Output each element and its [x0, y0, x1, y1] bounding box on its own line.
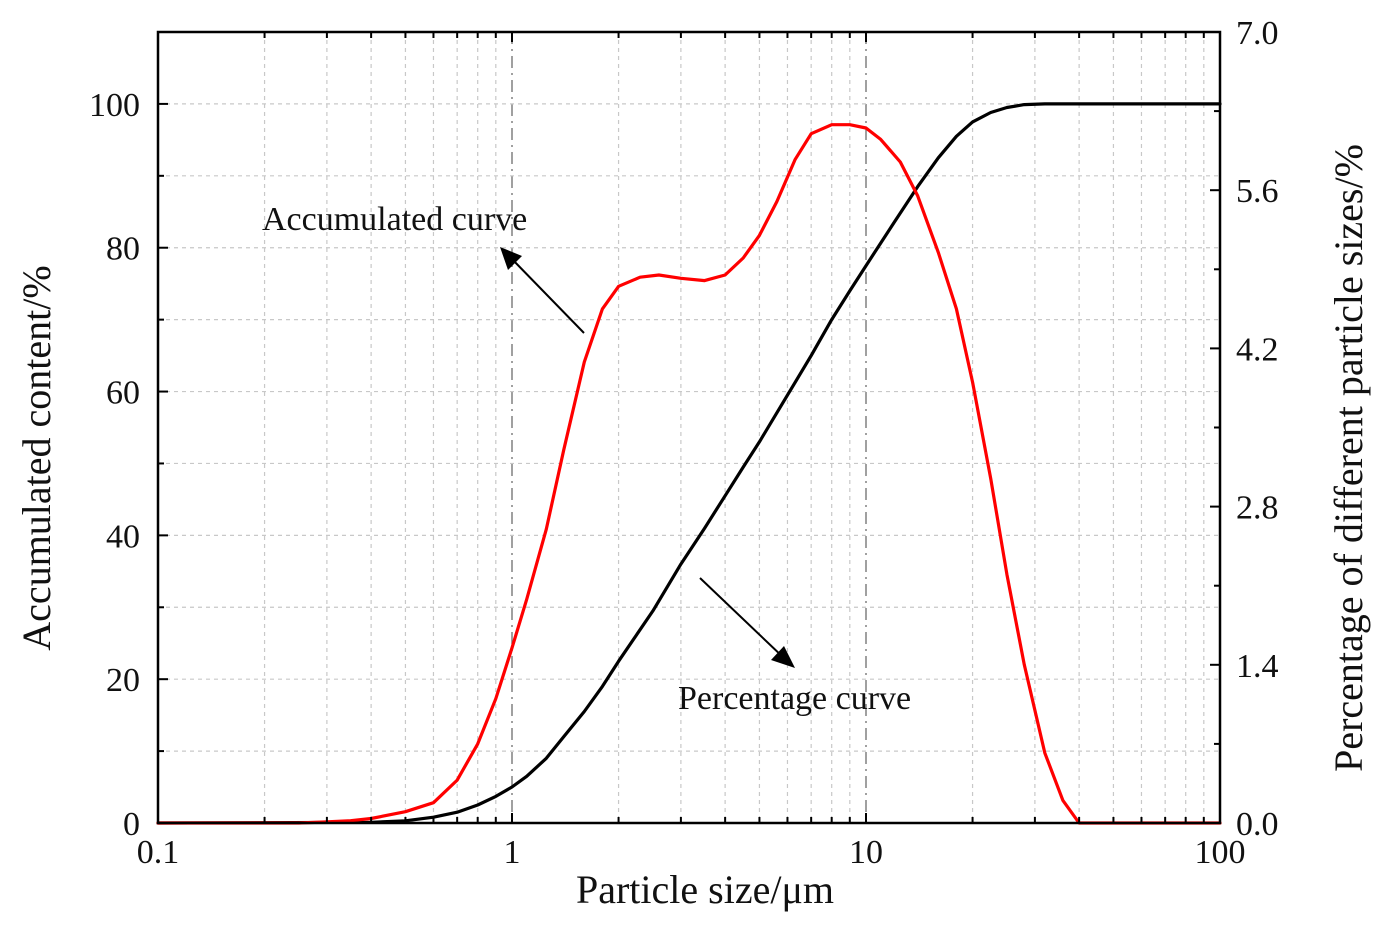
left-tick-label: 0 [123, 806, 140, 843]
left-tick-label: 100 [89, 87, 140, 124]
right-axis-title: Percentage of different particle sizes/% [1326, 144, 1371, 772]
accumulated-arrow-line [509, 256, 585, 334]
x-tick-label: 0.1 [137, 834, 180, 871]
x-tick-label: 1 [504, 834, 521, 871]
percentage-annotation: Percentage curve [678, 577, 911, 717]
right-tick-label: 7.0 [1236, 15, 1279, 52]
x-axis-title: Particle size/μm [576, 867, 834, 912]
accumulated-arrowhead [500, 247, 522, 270]
left-tick-label: 40 [106, 518, 140, 555]
left-axis-title: Accumulated content/% [14, 265, 59, 650]
percentage-arrowhead [771, 646, 795, 668]
accumulated-series-line [156, 102, 1222, 825]
percentage-curve-label: Percentage curve [678, 680, 911, 717]
accumulated-annotation: Accumulated curve [262, 201, 585, 334]
left-tick-label: 20 [106, 662, 140, 699]
x-tick-label: 100 [1195, 834, 1246, 871]
percentage-series-line [156, 123, 1222, 825]
left-tick-label: 60 [106, 375, 140, 412]
percentage-arrow-line [699, 577, 786, 660]
right-tick-label: 5.6 [1236, 173, 1279, 210]
grid-layer [158, 32, 1220, 823]
left-tick-label: 80 [106, 231, 140, 268]
right-tick-label: 0.0 [1236, 806, 1279, 843]
right-tick-label: 1.4 [1236, 648, 1279, 685]
x-tick-label: 10 [849, 834, 883, 871]
series-layer [156, 102, 1222, 825]
accumulated-curve-label: Accumulated curve [262, 201, 527, 238]
right-tick-label: 2.8 [1236, 490, 1279, 527]
right-tick-label: 4.2 [1236, 331, 1279, 368]
